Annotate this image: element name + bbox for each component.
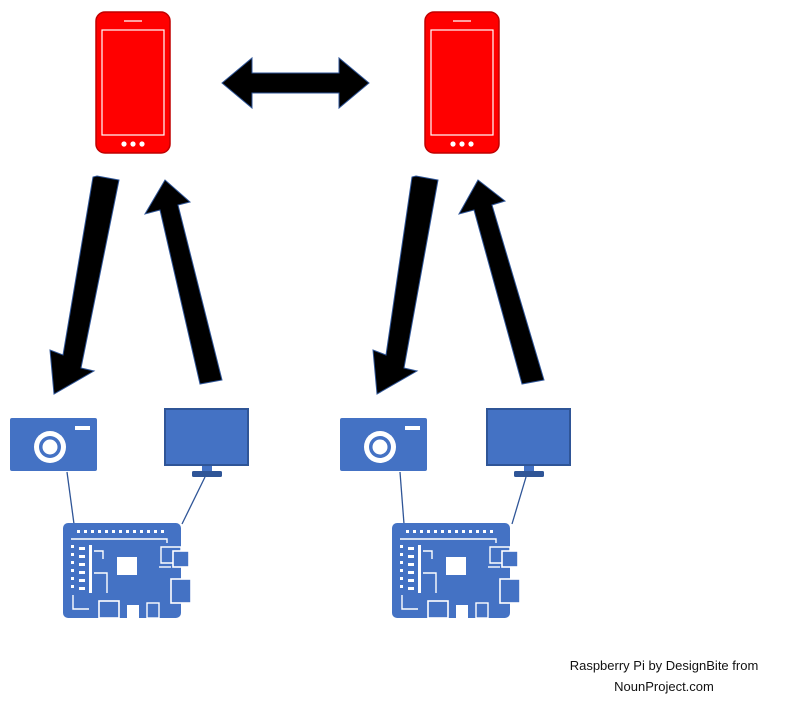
phone-link-double-arrow bbox=[221, 56, 370, 110]
camera-icon bbox=[10, 418, 97, 471]
camera-icon bbox=[340, 418, 427, 471]
smartphone-icon bbox=[424, 11, 500, 154]
right-monitor bbox=[486, 408, 571, 477]
right-down-arrow bbox=[372, 175, 439, 395]
left-up-arrow bbox=[143, 179, 223, 385]
left-camera-connector bbox=[66, 471, 75, 525]
smartphone-icon bbox=[95, 11, 171, 154]
left-down-arrow bbox=[49, 175, 120, 395]
left-monitor-connector bbox=[181, 476, 206, 525]
right-camera bbox=[340, 418, 427, 471]
right-smartphone bbox=[424, 11, 500, 154]
monitor-icon bbox=[164, 408, 249, 477]
left-monitor bbox=[164, 408, 249, 477]
monitor-icon bbox=[486, 408, 571, 477]
left-raspberry-pi bbox=[62, 522, 192, 619]
left-smartphone bbox=[95, 11, 171, 154]
right-raspberry-pi bbox=[391, 522, 521, 619]
credit-line-2: NounProject.com bbox=[614, 679, 714, 694]
attribution-credit: Raspberry Pi by DesignBite from NounProj… bbox=[548, 655, 780, 697]
raspberry-pi-icon bbox=[391, 522, 521, 619]
raspberry-pi-icon bbox=[62, 522, 192, 619]
right-up-arrow bbox=[457, 179, 545, 385]
right-monitor-connector bbox=[511, 476, 527, 525]
left-camera bbox=[10, 418, 97, 471]
credit-line-1: Raspberry Pi by DesignBite from bbox=[569, 658, 759, 673]
right-camera-connector bbox=[399, 471, 405, 525]
